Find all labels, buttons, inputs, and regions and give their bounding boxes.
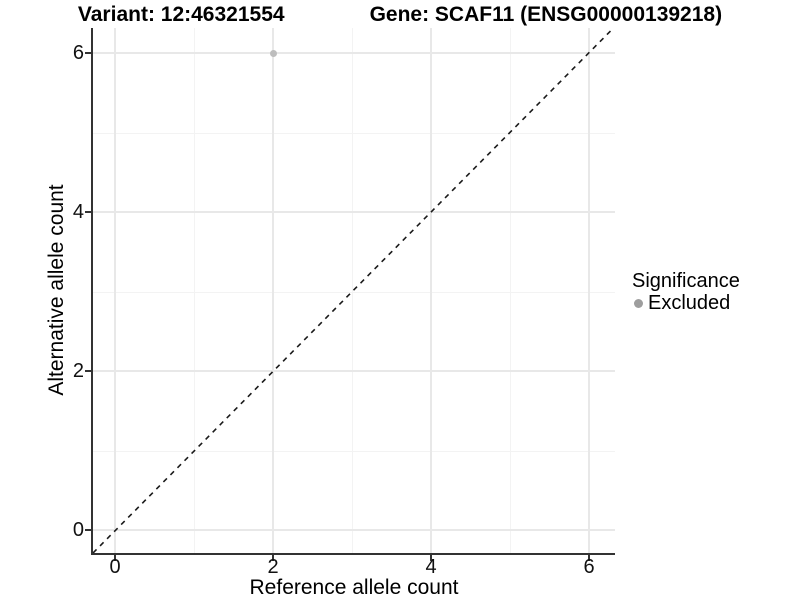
y-axis-title: Alternative allele count — [45, 184, 68, 396]
x-tick-label: 6 — [583, 556, 595, 578]
legend-key — [630, 295, 646, 311]
gridline-major-vertical — [430, 28, 432, 553]
y-tick-label: 0 — [72, 519, 84, 541]
legend-item-label: Excluded — [648, 292, 731, 314]
y-tick-mark — [85, 211, 91, 213]
gridline-minor-vertical — [352, 28, 353, 553]
y-tick-label: 4 — [72, 201, 84, 223]
gridline-minor-horizontal — [93, 451, 615, 452]
x-tick-label: 2 — [267, 556, 279, 578]
data-point — [269, 49, 277, 57]
identity-line — [93, 28, 615, 553]
gridline-major-horizontal — [93, 529, 615, 531]
y-axis-line — [91, 28, 93, 555]
variant-title: Variant: 12:46321554 — [77, 3, 285, 26]
x-tick-label: 0 — [109, 556, 121, 578]
gridline-major-horizontal — [93, 211, 615, 213]
y-tick-mark — [85, 529, 91, 531]
circle-icon — [633, 298, 643, 308]
x-tick-mark — [430, 555, 432, 561]
x-tick-label: 4 — [425, 556, 437, 578]
y-tick-mark — [85, 52, 91, 54]
gridline-major-horizontal — [93, 370, 615, 372]
gridline-minor-horizontal — [93, 133, 615, 134]
gridline-minor-vertical — [194, 28, 195, 553]
gridline-major-horizontal — [93, 52, 615, 54]
gridline-major-vertical — [272, 28, 274, 553]
gridline-major-vertical — [588, 28, 590, 553]
y-tick-mark — [85, 370, 91, 372]
x-axis-title: Reference allele count — [249, 576, 459, 599]
x-tick-mark — [588, 555, 590, 561]
y-tick-label: 2 — [72, 360, 84, 382]
gridline-major-vertical — [114, 28, 116, 553]
gene-title: Gene: SCAF11 (ENSG00000139218) — [369, 3, 723, 26]
x-tick-mark — [272, 555, 274, 561]
legend-item-excluded: Excluded — [630, 292, 740, 314]
legend: Significance Excluded — [630, 270, 740, 314]
x-tick-mark — [114, 555, 116, 561]
plot-title-row: Variant: 12:46321554 Gene: SCAF11 (ENSG0… — [0, 2, 800, 28]
gridline-minor-horizontal — [93, 292, 615, 293]
gridline-minor-vertical — [510, 28, 511, 553]
y-tick-label: 6 — [72, 42, 84, 64]
legend-title: Significance — [632, 270, 740, 292]
plot-panel — [93, 28, 615, 553]
x-axis-line — [91, 553, 615, 555]
